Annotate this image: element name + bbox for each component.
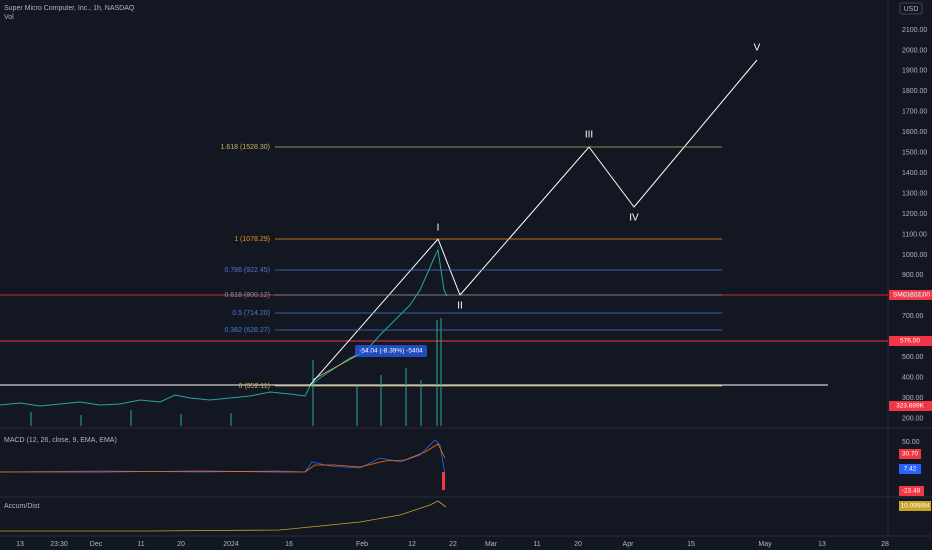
- macd-histogram: [442, 472, 445, 490]
- time-tick-label: 23:30: [50, 541, 68, 548]
- price-tick-label: 1500.00: [902, 150, 927, 157]
- fib-label: 1 (1078.29): [234, 236, 270, 243]
- wave-label: II: [457, 301, 463, 312]
- accum-title: Accum/Dist: [4, 503, 39, 510]
- price-tick-label: 1200.00: [902, 211, 927, 218]
- accum-box: [899, 501, 931, 511]
- price-tick-label: 900.00: [902, 272, 924, 279]
- measurement-box: [355, 345, 427, 357]
- macd-line: [0, 439, 446, 476]
- macd-axis-label: 50.00: [902, 439, 920, 446]
- currency-label[interactable]: USD: [904, 6, 919, 13]
- time-tick-label: 16: [285, 541, 293, 548]
- fib-label: 1.618 (1528.30): [221, 144, 270, 151]
- macd-box: [899, 464, 921, 474]
- volume-bars: [30, 318, 442, 426]
- time-tick-label: 15: [687, 541, 695, 548]
- price-series: [0, 248, 448, 407]
- time-tick-label: 2024: [223, 541, 239, 548]
- price-tick-label: 2000.00: [902, 47, 927, 54]
- price-tick-label: 200.00: [902, 415, 924, 422]
- trend-line: [311, 354, 359, 381]
- currency-button[interactable]: [899, 2, 923, 15]
- fib-label: 0.618 (800.12): [224, 292, 270, 299]
- time-tick-label: Apr: [623, 541, 635, 548]
- fib-label: 0 (352.11): [239, 383, 270, 390]
- time-tick-label: 20: [574, 541, 582, 548]
- last-price-box: [889, 290, 932, 300]
- price-tick-label: 1400.00: [902, 170, 927, 177]
- macd-title: MACD (12, 26, close, 9, EMA, EMA): [4, 437, 117, 444]
- wave-path: [309, 59, 758, 386]
- volume-value: 323.689K: [896, 403, 924, 410]
- price-tick-label: 1100.00: [902, 231, 927, 238]
- signal-line: [0, 443, 446, 473]
- time-tick-label: 28: [881, 541, 889, 548]
- wave-label: III: [585, 130, 593, 141]
- time-tick-label: Mar: [485, 541, 498, 548]
- price-tick-label: 500.00: [902, 354, 924, 361]
- measurement-label: -54.04 (-8.39%) -5404: [359, 348, 423, 355]
- price-tick-label: 300.00: [902, 395, 924, 402]
- price-tick-label: 1800.00: [902, 88, 927, 95]
- price-tick-label: 700.00: [902, 313, 924, 320]
- fib-label: 0.382 (628.27): [224, 327, 270, 334]
- price-tick-label: 2100.00: [902, 27, 927, 34]
- fib-label: 0.786 (922.45): [224, 267, 270, 274]
- accum-value: 10.0956M: [901, 503, 930, 510]
- macd-value: 7.42: [904, 466, 917, 473]
- level-price: 576.00: [900, 338, 920, 345]
- time-tick-label: May: [758, 541, 772, 548]
- wave-label: IV: [629, 213, 639, 224]
- chart-title: Super Micro Computer, Inc., 1h, NASDAQ: [4, 5, 135, 12]
- hist-value: 30.70: [902, 451, 919, 458]
- price-tick-label: 800.00: [902, 293, 924, 300]
- wave-label: I: [437, 223, 440, 234]
- price-tick-label: 1300.00: [902, 190, 927, 197]
- hist-box: [899, 449, 921, 459]
- time-tick-label: 11: [533, 541, 540, 548]
- time-tick-label: Dec: [90, 541, 103, 548]
- price-tick-label: 1600.00: [902, 129, 927, 136]
- price-tick-label: 1900.00: [902, 68, 927, 75]
- volume-label: Vol: [4, 14, 14, 21]
- fib-label: 0.5 (714.20): [232, 310, 270, 317]
- time-tick-label: 22: [449, 541, 457, 548]
- time-tick-label: 13: [818, 541, 826, 548]
- time-tick-label: 12: [408, 541, 416, 548]
- time-tick-label: 13: [16, 541, 24, 548]
- wave-label: V: [754, 43, 761, 54]
- level-box: [889, 336, 932, 346]
- time-tick-label: 11: [137, 541, 144, 548]
- signal-box: [899, 486, 924, 496]
- volume-box: [889, 401, 932, 411]
- time-tick-label: 20: [177, 541, 185, 548]
- accum-line: [0, 500, 447, 532]
- price-tick-label: 400.00: [902, 374, 924, 381]
- last-price: 803.00: [910, 292, 930, 299]
- price-tick-label: 1000.00: [902, 252, 927, 259]
- time-tick-label: Feb: [356, 541, 368, 548]
- signal-value: -23.48: [902, 488, 921, 495]
- price-tick-label: 1700.00: [902, 109, 927, 116]
- symbol-label: SMCI: [893, 292, 909, 299]
